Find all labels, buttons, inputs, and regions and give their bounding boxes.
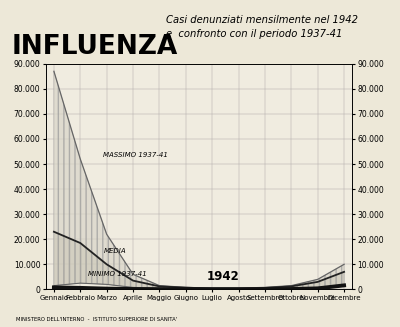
Text: e  confronto con il periodo 1937-41: e confronto con il periodo 1937-41: [166, 29, 342, 39]
Text: MEDIA: MEDIA: [104, 248, 127, 254]
Text: MINISTERO DELL'INTERNO  -  ISTITUTO SUPERIORE DI SANITA': MINISTERO DELL'INTERNO - ISTITUTO SUPERI…: [16, 317, 177, 322]
Text: 1942: 1942: [207, 270, 240, 283]
Text: MASSIMO 1937-41: MASSIMO 1937-41: [103, 151, 168, 158]
Text: INFLUENZA: INFLUENZA: [12, 34, 178, 60]
Text: Casi denunziati mensilmente nel 1942: Casi denunziati mensilmente nel 1942: [166, 15, 358, 25]
Text: MINIMO 1937-41: MINIMO 1937-41: [88, 271, 147, 277]
